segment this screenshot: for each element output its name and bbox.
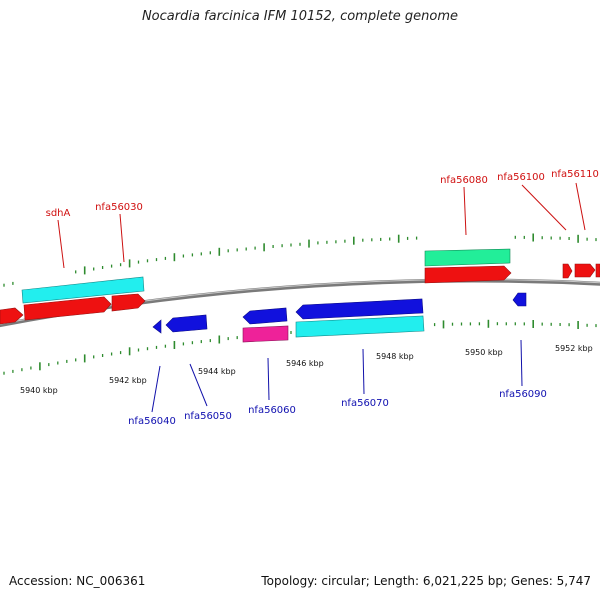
leader-sdhA <box>57 219 65 269</box>
gene-label-nfa56070: nfa56070 <box>341 398 389 409</box>
cds-left-edge <box>0 307 24 325</box>
leader-nfa56040 <box>151 365 161 413</box>
forward-features <box>0 248 600 325</box>
gene-label-nfa56030: nfa56030 <box>95 202 143 213</box>
kbp-label: 5942 kbp <box>109 376 147 385</box>
gene-label-nfa56080: nfa56080 <box>440 175 488 186</box>
leader-nfa56070 <box>362 348 365 395</box>
forward-gene-labels: sdhA nfa56030 nfa56080 nfa56100 nfa56110 <box>46 169 599 219</box>
leader-nfa56100 <box>521 184 567 231</box>
reverse-gene-labels: nfa56040 nfa56050 nfa56060 nfa56070 nfa5… <box>128 389 547 427</box>
gene-nfa56080-green <box>424 248 511 267</box>
cds-nfa56030 <box>111 293 146 312</box>
map-title: Nocardia farcinica IFM 10152, complete g… <box>141 9 459 24</box>
kbp-label: 5944 kbp <box>198 367 236 376</box>
reverse-features <box>152 292 527 343</box>
gene-label-nfa56050: nfa56050 <box>184 411 232 422</box>
genome-stats-text: Topology: circular; Length: 6,021,225 bp… <box>261 574 591 588</box>
leader-nfa56060 <box>267 357 270 401</box>
cds-nfa56090 <box>512 292 527 307</box>
kbp-label: 5940 kbp <box>20 386 58 395</box>
kbp-label: 5948 kbp <box>376 352 414 361</box>
leader-nfa56080 <box>463 186 467 236</box>
cds-nfa56050 <box>165 314 208 333</box>
kbp-label: 5952 kbp <box>555 344 593 353</box>
gene-label-nfa56110: nfa56110 <box>551 169 599 180</box>
gene-label-sdhA: sdhA <box>46 208 71 219</box>
cds-nfa56060 <box>242 307 288 325</box>
cds-nfa56040 <box>152 319 162 334</box>
gene-label-nfa56090: nfa56090 <box>499 389 547 400</box>
label-leaders <box>57 182 586 413</box>
gene-label-nfa56040: nfa56040 <box>128 416 176 427</box>
cds-nfa56110 <box>574 263 596 278</box>
cds-nfa56080 <box>424 265 512 284</box>
cds-nfa56070 <box>295 298 424 320</box>
gene-sdhA-cyan <box>21 276 145 304</box>
cds-right-edge <box>595 263 600 278</box>
kbp-label: 5946 kbp <box>286 359 324 368</box>
kbp-scale: 5940 kbp 5942 kbp 5944 kbp 5946 kbp 5948… <box>20 344 593 395</box>
gene-nfa56060-magenta <box>242 325 289 343</box>
gene-nfa56070-cyan <box>295 315 425 338</box>
gene-label-nfa56100: nfa56100 <box>497 172 545 183</box>
cds-nfa56100 <box>562 263 573 279</box>
leader-nfa56110 <box>575 182 586 231</box>
forward-tick-track <box>3 233 597 287</box>
leader-nfa56030 <box>119 213 125 263</box>
leader-nfa56090 <box>520 339 523 387</box>
gene-label-nfa56060: nfa56060 <box>248 405 296 416</box>
leader-nfa56050 <box>189 363 208 407</box>
kbp-label: 5950 kbp <box>465 348 503 357</box>
cds-sdhA <box>23 296 112 321</box>
accession-text: Accession: NC_006361 <box>9 574 146 588</box>
